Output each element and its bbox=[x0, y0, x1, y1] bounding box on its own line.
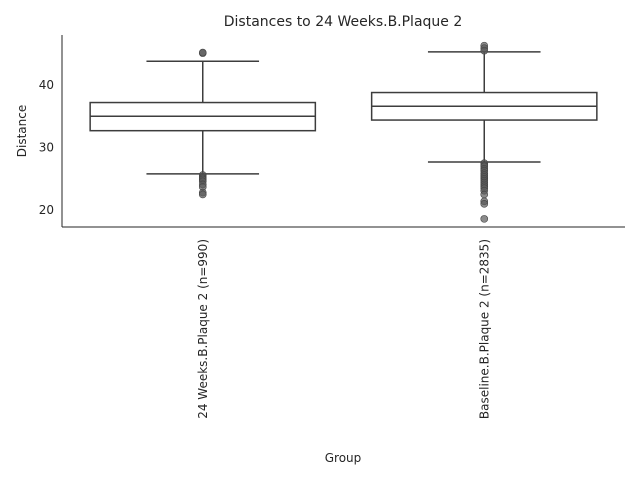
x-tick-label: 24 Weeks.B.Plaque 2 (n=990) bbox=[196, 239, 210, 419]
chart-title: Distances to 24 Weeks.B.Plaque 2 bbox=[224, 14, 463, 30]
outlier-point bbox=[480, 190, 489, 199]
axes: 20 30 40 24 Weeks.B.Plaque 2 (n=990) Baselin… bbox=[39, 35, 625, 419]
outlier-point bbox=[198, 190, 207, 199]
y-tick-label: 40 bbox=[39, 78, 54, 92]
outlier-point bbox=[198, 48, 207, 57]
box-group-2 bbox=[370, 41, 598, 223]
x-axis-label: Group bbox=[325, 451, 362, 465]
y-axis-label: Distance bbox=[15, 105, 29, 157]
box-group-1 bbox=[89, 48, 317, 199]
boxes-layer bbox=[89, 41, 598, 223]
y-tick-label: 20 bbox=[39, 203, 54, 217]
outlier-point bbox=[480, 46, 489, 55]
y-tick-label: 30 bbox=[39, 141, 54, 155]
x-tick-label: Baseline.B.Plaque 2 (n=2835) bbox=[477, 239, 491, 419]
outlier-point bbox=[480, 215, 489, 223]
outlier-point bbox=[480, 200, 489, 208]
